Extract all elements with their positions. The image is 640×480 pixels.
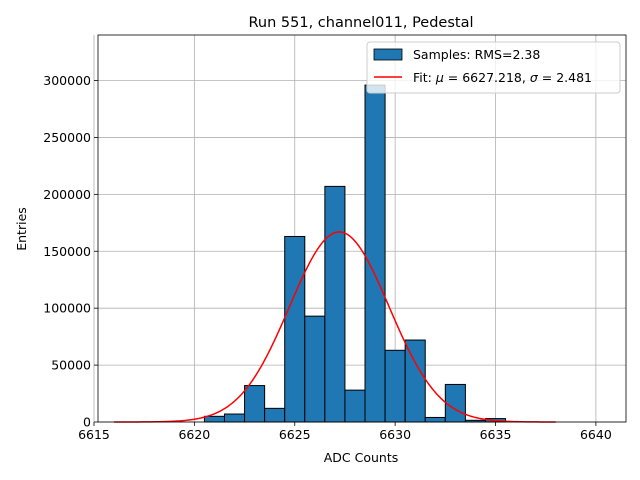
histogram-bar [444, 383, 466, 423]
y-tick-label: 0 [83, 415, 91, 430]
y-axis-ticks: 0 50000 100000 150000 200000 250000 300000 [43, 73, 98, 430]
y-tick-label: 50000 [51, 358, 91, 373]
histogram-bar [264, 407, 286, 423]
x-tick-label: 6630 [379, 427, 411, 442]
x-axis-label: ADC Counts [324, 450, 399, 465]
legend: Samples: RMS=2.38 Fit: μ = 6627.218, σ =… [366, 41, 621, 94]
histogram-bar [364, 84, 386, 423]
histogram-bar [424, 416, 446, 423]
legend-histogram-swatch [373, 48, 403, 61]
legend-fit-mu-value: 6627.218 [462, 70, 522, 85]
histogram-bar [223, 413, 246, 423]
legend-fit-prefix: Fit: [413, 70, 436, 85]
legend-fit-separator: , [522, 70, 530, 85]
legend-fit-mu-symbol: μ [435, 70, 444, 85]
histogram-bar [384, 349, 406, 423]
x-tick-label: 6625 [279, 427, 311, 442]
histogram-bar [284, 235, 306, 423]
histogram-bar [404, 339, 426, 423]
legend-histogram-label: Samples: RMS=2.38 [413, 47, 540, 62]
legend-fit-label: Fit: μ = 6627.218, σ = 2.481 [413, 70, 592, 85]
histogram-bar [324, 185, 346, 423]
histogram-bar [244, 385, 266, 423]
legend-fit-equals-1: = [444, 70, 462, 85]
x-axis-ticks: 6615 6620 6625 6630 6635 6640 [78, 422, 612, 442]
y-tick-label: 200000 [43, 187, 91, 202]
histogram-bar [344, 389, 366, 423]
legend-fit-sigma-symbol: σ [530, 70, 539, 85]
x-tick-label: 6640 [580, 427, 612, 442]
histogram-bar [203, 415, 225, 423]
y-tick-label: 300000 [43, 73, 91, 88]
y-tick-label: 100000 [43, 301, 91, 316]
y-tick-label: 150000 [43, 244, 91, 259]
legend-fit-sigma-value: 2.481 [556, 70, 592, 85]
x-tick-label: 6615 [78, 427, 110, 442]
chart-title: Run 551, channel011, Pedestal [248, 15, 473, 31]
legend-box [366, 41, 621, 94]
x-tick-label: 6635 [480, 427, 512, 442]
x-tick-label: 6620 [178, 427, 210, 442]
axes-frame [97, 34, 627, 423]
y-axis-label: Entries [14, 207, 29, 251]
histogram-bar [304, 315, 326, 423]
gaussian-fit-line [114, 231, 556, 423]
y-tick-label: 250000 [43, 130, 91, 145]
legend-fit-equals-2: = [538, 70, 556, 85]
